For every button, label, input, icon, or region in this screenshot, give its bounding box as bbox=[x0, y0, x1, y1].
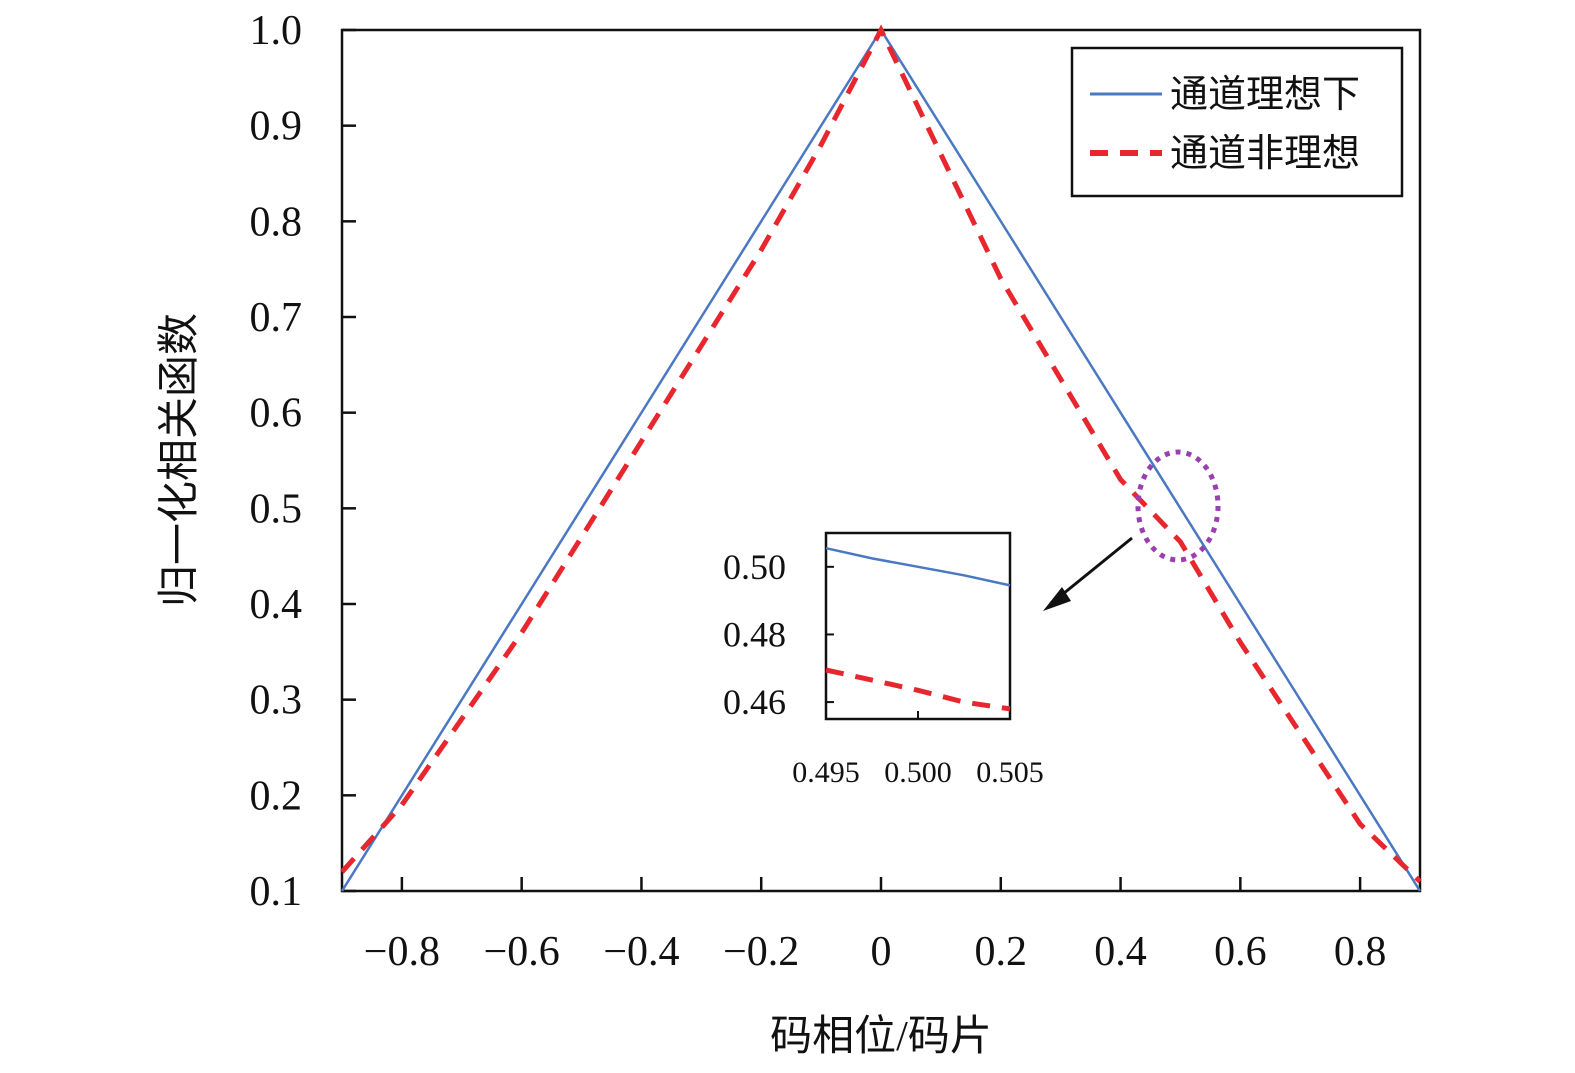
y-tick-label: 0.4 bbox=[250, 582, 303, 628]
y-tick-label: 0.6 bbox=[250, 391, 303, 437]
highlight-ellipse bbox=[1135, 449, 1221, 563]
zoom-arrow-head bbox=[1043, 587, 1071, 611]
x-tick-label: 0.4 bbox=[1094, 929, 1147, 975]
inset-series-nonideal bbox=[825, 667, 1011, 712]
inset-x-tick-label: 0.495 bbox=[792, 756, 860, 789]
y-axis-label: 归一化相关函数 bbox=[157, 313, 203, 607]
legend-box bbox=[1070, 46, 1404, 198]
y-tick-label: 0.3 bbox=[250, 678, 303, 724]
x-tick-label: −0.8 bbox=[364, 929, 440, 975]
legend: 通道理想下 通道非理想 bbox=[1070, 46, 1404, 198]
x-tick-label: −0.2 bbox=[723, 929, 799, 975]
y-tick-label: 0.5 bbox=[250, 486, 303, 532]
inset-series-ideal bbox=[825, 546, 1011, 587]
y-tick-label: 1.0 bbox=[250, 8, 303, 54]
x-axis-label: 码相位/码片 bbox=[770, 1013, 992, 1060]
inset-x-tick-label: 0.505 bbox=[976, 756, 1044, 789]
legend-label-ideal: 通道理想下 bbox=[1170, 74, 1360, 116]
y-tick-label: 0.8 bbox=[250, 199, 303, 245]
zoom-arrow bbox=[1057, 536, 1133, 600]
series-line-nonideal bbox=[340, 24, 1422, 884]
highlight-annotation bbox=[1043, 449, 1221, 611]
main-plot: 0.1 0.2 0.3 0.4 0.5 0.6 0.7 0.8 0.9 1.0 −0.8 −0.6 −0… bbox=[250, 8, 1422, 975]
inset-plot: 0.50 0.48 0.46 0.495 0.500 0.505 bbox=[723, 531, 1044, 789]
inset-y-tick-label: 0.48 bbox=[723, 614, 786, 654]
inset-y-tick-label: 0.50 bbox=[723, 547, 786, 587]
x-tick-label: −0.4 bbox=[603, 929, 679, 975]
inset-x-tick-label: 0.500 bbox=[884, 756, 952, 789]
y-tick-label: 0.2 bbox=[250, 773, 303, 819]
x-tick-label: 0.8 bbox=[1334, 929, 1387, 975]
inset-y-tick-label: 0.46 bbox=[723, 682, 786, 722]
x-tick-label: −0.6 bbox=[484, 929, 560, 975]
y-tick-label: 0.9 bbox=[250, 104, 303, 150]
x-tick-label: 0 bbox=[871, 929, 892, 975]
y-tick-label: 0.7 bbox=[250, 295, 303, 341]
legend-label-nonideal: 通道非理想 bbox=[1170, 133, 1360, 175]
x-tick-label: 0.2 bbox=[975, 929, 1028, 975]
x-tick-label: 0.6 bbox=[1214, 929, 1267, 975]
y-tick-label: 0.1 bbox=[250, 869, 303, 915]
